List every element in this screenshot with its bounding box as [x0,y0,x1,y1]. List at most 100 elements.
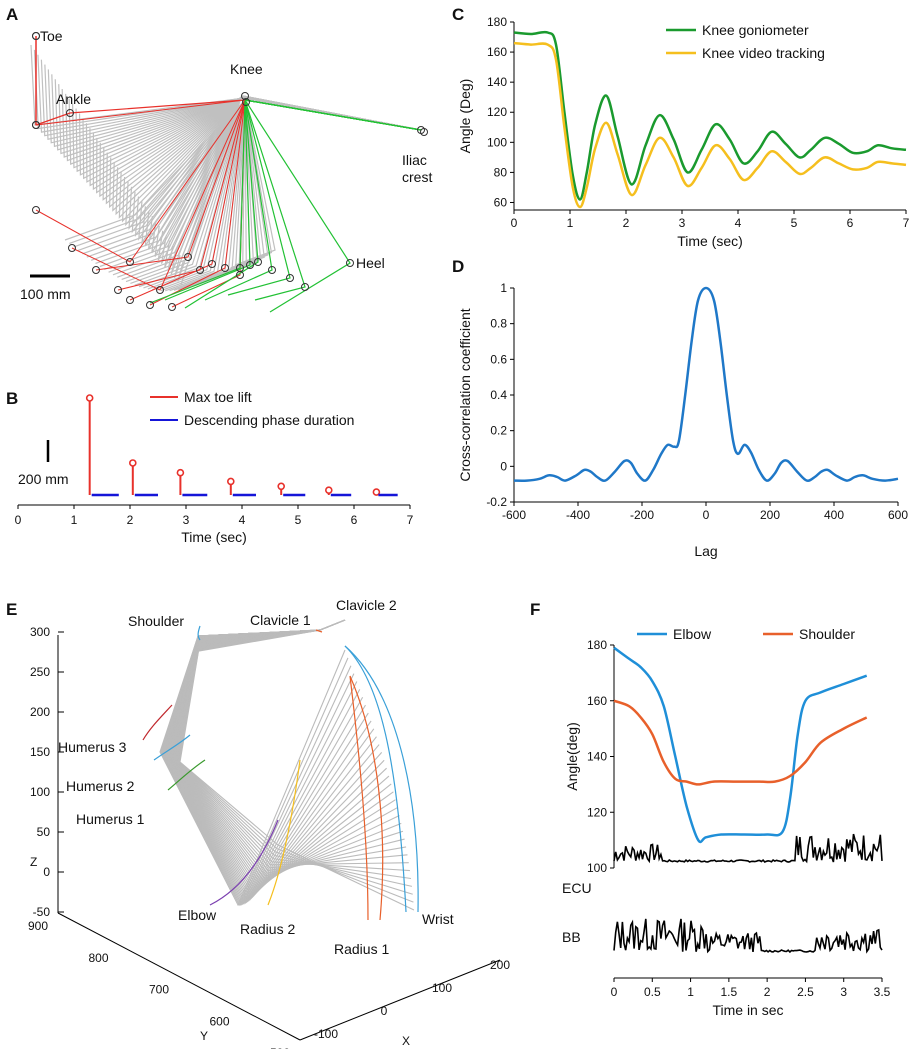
c-x-tick-label: 6 [847,216,854,230]
e-z-tick-label: -50 [33,905,51,919]
d-y-tick-label: 0.4 [490,388,507,402]
a-joint-marker [126,296,134,304]
c-y-tick-label: 80 [494,165,508,179]
series-elbow [613,646,868,844]
a-joint-marker [168,303,176,311]
b-x-tick-label: 1 [71,513,78,527]
e-x-axis-label: X [402,1034,410,1048]
e-z-tick-label: 250 [30,665,50,679]
d-y-tick-label: 0.8 [490,317,507,331]
d-y-tick-label: 1 [500,281,507,295]
c-x-tick-label: 1 [567,216,574,230]
b-lift-marks [85,394,398,497]
c-x-tick-label: 4 [735,216,742,230]
e-trajectory [315,629,323,633]
a-joint-marker [66,109,74,117]
a-ankle-stick [35,99,246,126]
b-x-tick-label: 3 [183,513,190,527]
a-gray-stick [112,99,246,276]
e-label-radius-1: Radius 1 [334,941,389,957]
e-z-tick-label: 300 [30,625,50,639]
e-y-tick-label: 800 [88,951,108,965]
panel-label-a: A [6,5,18,24]
a-label-crest: crest [402,169,432,185]
c-x-axis-label: Time (sec) [677,233,743,249]
a-joint-marker [32,206,40,214]
f-y-axis-label: Angle(deg) [564,722,580,791]
f-x-tick-label: 2 [764,985,771,999]
b-legend-lift: Max toe lift [184,389,252,405]
panel-label-b: B [6,389,18,408]
c-y-tick-label: 160 [487,45,507,59]
c-y-tick-label: 180 [487,15,507,29]
e-trajectory [349,675,369,921]
f-x-axis-label: Time in sec [712,1002,783,1018]
d-x-tick-label: 600 [888,508,908,522]
a-joint-marker [208,260,216,268]
a-joint-markers [32,32,428,311]
a-gray-stick [134,99,246,286]
a-gray-stick [64,99,246,241]
emg-ecu-trace [613,833,883,864]
b-legend-phase: Descending phase duration [184,412,354,428]
a-joint-marker [236,264,244,272]
f-emg-label-ecu: ECU [562,880,592,896]
a-gray-stick [130,99,246,285]
e-label-humerus-3: Humerus 3 [58,739,127,755]
b-max-lift-marker [176,468,185,477]
a-joint-marker [68,244,76,252]
a-gray-stick [69,99,246,245]
e-y-axis-label: Y [200,1029,208,1043]
c-y-tick-label: 120 [487,105,507,119]
b-x-label: Time (sec) [181,529,247,545]
e-y-tick-label: 600 [209,1014,229,1028]
legend-label: Knee goniometer [702,22,809,38]
series-knee-goniometer [513,30,907,201]
b-max-lift-marker [372,488,381,496]
e-trajectory [209,819,279,906]
e-z-tick-label: 100 [30,785,50,799]
c-x-tick-label: 2 [623,216,630,230]
c-x-tick-label: 0 [511,216,518,230]
b-scale-label: 200 mm [18,471,69,487]
a-gray-stick [104,99,246,270]
b-x-ticks: 0 1 2 3 4 5 6 7 [15,505,414,527]
c-x-tick-label: 5 [791,216,798,230]
d-y-tick-label: 0.2 [490,424,507,438]
a-joint-marker [246,261,254,269]
a-gray-sticks [30,44,422,292]
a-joint-marker [420,128,428,136]
panel-d-cross-correlation: -600 -400 -200 0 200 400 600 -0.2 0 0.2 0.4 0.6 0.8 1… [457,281,908,559]
a-gray-stick [160,99,246,292]
e-x-tick-label: 0 [381,1004,388,1018]
d-x-axis-label: Lag [694,543,717,559]
f-x-tick-label: 3 [840,985,847,999]
panel-label-f: F [530,600,540,619]
e-trajectory [344,645,419,913]
b-x-tick-label: 7 [407,513,414,527]
c-y-axis-label: Angle (Deg) [457,79,473,154]
series-xcorr [513,286,899,483]
a-joint-marker [286,274,294,282]
a-gray-stick [117,99,246,278]
a-label-ankle: Ankle [56,91,91,107]
f-x-tick-label: 0 [611,985,618,999]
a-gray-stick [151,99,246,291]
d-x-tick-label: -200 [630,508,654,522]
b-x-tick-label: 5 [295,513,302,527]
e-z-tick-label: 0 [43,865,50,879]
a-joint-marker [221,264,229,272]
a-label-toe: Toe [40,28,63,44]
e-label-humerus-2: Humerus 2 [66,778,135,794]
a-gray-stick [77,99,246,251]
b-x-tick-label: 0 [15,513,22,527]
legend-label: Elbow [673,626,712,642]
a-joint-marker [92,266,100,274]
d-x-tick-label: 0 [703,508,710,522]
a-gray-stick [108,99,246,273]
f-x-tick-label: 1.5 [721,985,738,999]
f-x-tick-label: 1 [687,985,694,999]
a-joint-marker [241,92,249,100]
